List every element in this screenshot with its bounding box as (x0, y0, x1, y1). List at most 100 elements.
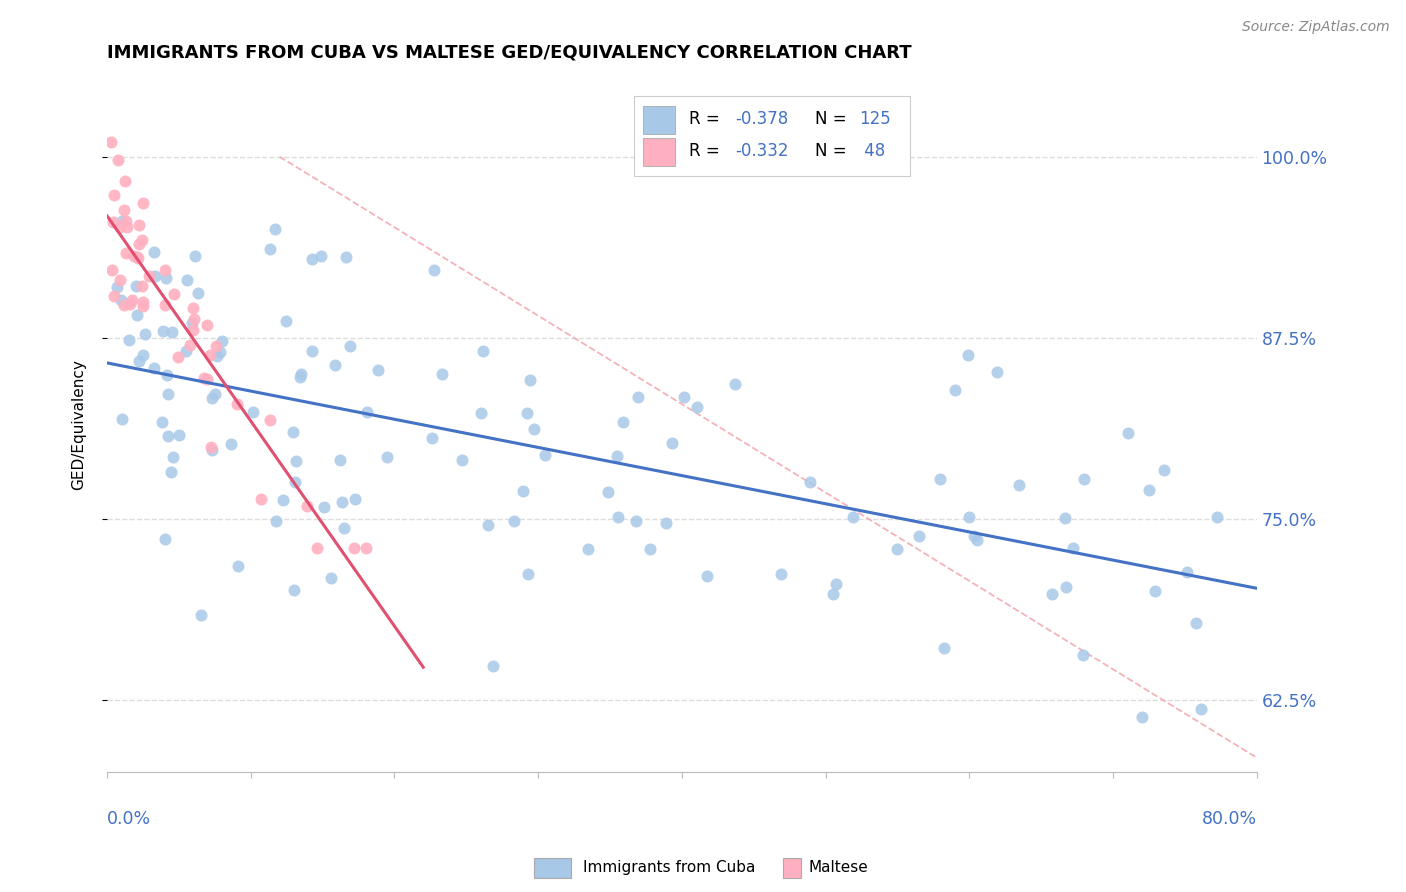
Point (134, 326, 156, 341)
Point (195, 318, 218, 332)
Point (121, 293, 143, 307)
Point (354, 541, 377, 555)
Point (333, 521, 356, 535)
Point (638, 541, 661, 556)
Point (932, 641, 955, 656)
Point (103, 188, 125, 202)
Point (128, 236, 150, 251)
Point (1054, 510, 1077, 524)
Point (661, 435, 683, 450)
Point (1062, 541, 1084, 556)
Point (959, 509, 981, 524)
Point (375, 450, 398, 465)
Point (886, 541, 908, 556)
Point (201, 442, 224, 457)
Bar (643, 106, 675, 134)
Point (301, 252, 323, 266)
Point (107, 153, 129, 168)
Point (612, 415, 634, 429)
Point (1189, 701, 1212, 715)
Point (167, 428, 190, 442)
Point (724, 377, 747, 392)
Point (928, 472, 950, 486)
Point (516, 406, 538, 420)
Point (367, 363, 389, 377)
Point (205, 349, 228, 363)
Point (343, 492, 366, 507)
Point (842, 510, 865, 524)
Point (124, 249, 146, 263)
Point (339, 338, 361, 352)
Point (343, 541, 366, 555)
Point (211, 334, 233, 348)
Point (219, 436, 242, 450)
Point (162, 325, 184, 339)
Text: Immigrants from Cuba: Immigrants from Cuba (583, 860, 756, 874)
Point (176, 273, 198, 287)
Point (1143, 584, 1166, 599)
Text: 125: 125 (859, 110, 891, 128)
Point (127, 308, 149, 322)
Point (143, 268, 166, 283)
Point (195, 372, 218, 386)
Point (470, 407, 492, 421)
Point (200, 440, 222, 454)
Point (284, 454, 307, 468)
Point (288, 369, 311, 384)
Point (626, 514, 648, 528)
Point (1137, 483, 1160, 497)
Point (125, 279, 148, 293)
Point (132, 299, 155, 313)
Point (103, 215, 125, 229)
Point (1175, 566, 1198, 580)
Text: Maltese: Maltese (808, 860, 868, 874)
Point (472, 344, 495, 359)
Point (264, 514, 287, 528)
Bar (643, 138, 675, 166)
Text: Source: ZipAtlas.com: Source: ZipAtlas.com (1241, 20, 1389, 34)
Point (1008, 478, 1031, 492)
Point (477, 518, 499, 533)
Point (330, 495, 353, 509)
Point (770, 566, 793, 581)
Point (451, 452, 474, 467)
Point (519, 374, 541, 388)
Point (271, 493, 294, 508)
Point (156, 368, 179, 383)
Point (100, 135, 122, 149)
Point (105, 279, 128, 293)
Point (138, 269, 160, 284)
Point (1071, 648, 1094, 663)
Point (314, 500, 336, 515)
Point (179, 338, 201, 352)
Point (578, 541, 600, 556)
Point (115, 245, 138, 260)
Point (309, 249, 332, 263)
Point (512, 483, 534, 498)
Point (305, 541, 328, 555)
Point (117, 333, 139, 347)
Point (226, 397, 249, 411)
Point (1185, 616, 1208, 631)
Point (943, 384, 966, 398)
Point (181, 317, 204, 331)
Point (966, 533, 988, 548)
Text: 0.0%: 0.0% (107, 811, 152, 829)
Point (1073, 473, 1095, 487)
Point (201, 391, 224, 405)
Point (1040, 587, 1063, 601)
Point (128, 218, 150, 232)
Point (153, 532, 176, 546)
Point (128, 354, 150, 368)
Point (204, 387, 226, 401)
Text: R =: R = (689, 142, 725, 160)
Point (685, 400, 707, 414)
Point (821, 587, 844, 601)
Point (132, 348, 155, 362)
Point (157, 429, 180, 443)
Point (159, 465, 181, 479)
Point (295, 500, 318, 514)
Point (325, 358, 347, 372)
Point (1116, 425, 1139, 440)
Point (423, 262, 446, 277)
